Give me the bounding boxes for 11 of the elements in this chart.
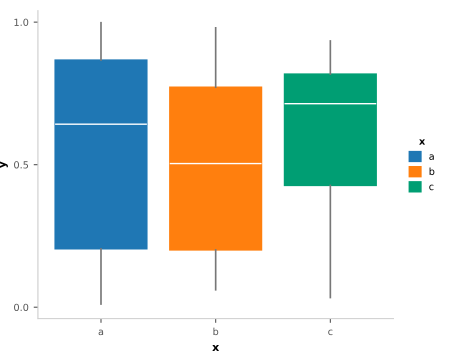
x-tick-label: c — [328, 330, 332, 336]
legend-label: a — [429, 154, 434, 160]
x-axis-title: x — [212, 344, 220, 352]
x-tick-label: b — [213, 328, 218, 336]
x-tick-label: a — [98, 330, 104, 336]
y-tick-label: 0.0 — [14, 304, 28, 312]
legend-label: b — [430, 168, 434, 176]
y-tick-label: 1.0 — [14, 18, 28, 26]
legend-label: c — [429, 184, 434, 190]
y-tick-label: 0.5 — [14, 161, 28, 169]
legend-title: x — [419, 139, 426, 145]
